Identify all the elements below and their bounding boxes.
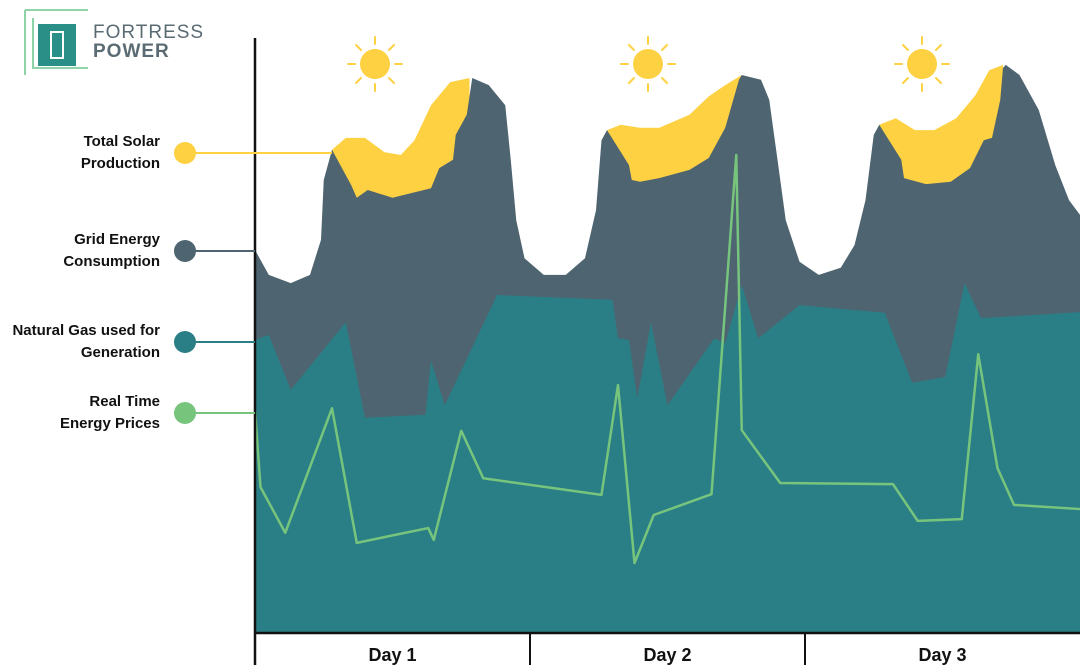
logo-battery xyxy=(50,31,64,59)
logo-line2: POWER xyxy=(93,41,170,62)
x-tick-label: Day 2 xyxy=(643,645,691,665)
legend-label: Real Time Energy Prices xyxy=(59,393,160,432)
sun xyxy=(620,36,676,92)
line xyxy=(253,153,1081,565)
logo-frame xyxy=(24,9,88,75)
sun xyxy=(894,36,950,92)
logo-line1: FORTRESS xyxy=(93,22,204,43)
x-tick-label: Day 1 xyxy=(368,645,416,665)
legend-marker xyxy=(174,331,196,353)
area xyxy=(255,283,1080,633)
legend-marker xyxy=(174,240,196,262)
sun xyxy=(347,36,403,92)
legend-marker xyxy=(174,142,196,164)
legend-label: Grid Energy Consumption xyxy=(63,231,160,270)
legend-label: Natural Gas used for Generation xyxy=(12,322,160,361)
suns xyxy=(347,36,950,92)
logo: FORTRESS POWER xyxy=(24,9,204,75)
logo-icon xyxy=(38,24,76,66)
axes: Day 1 Day 2 Day 3 xyxy=(174,38,1080,665)
legend-label: Total Solar Production xyxy=(80,133,160,172)
plot xyxy=(253,64,1081,633)
x-tick-label: Day 3 xyxy=(918,645,966,665)
legend-marker xyxy=(174,402,196,424)
